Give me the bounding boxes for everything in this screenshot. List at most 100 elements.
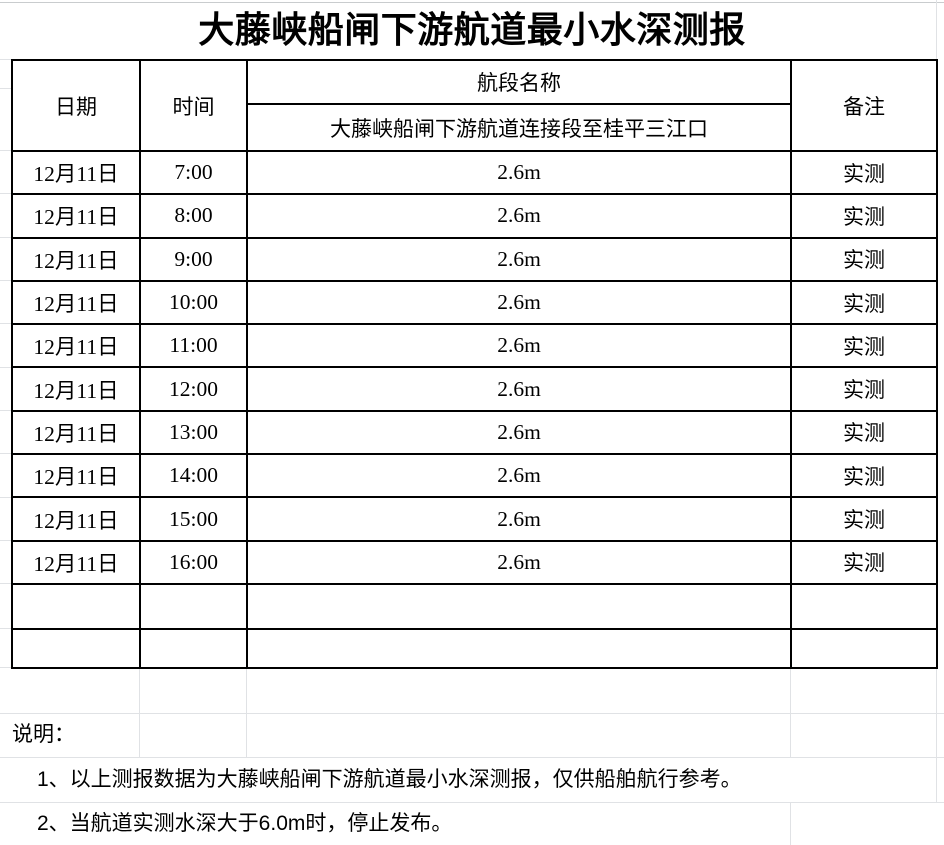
header-date[interactable]: 日期: [11, 59, 141, 152]
gridline: [0, 583, 11, 584]
remark-cell[interactable]: 实测: [790, 149, 938, 196]
gridline: [0, 59, 11, 60]
depth-cell[interactable]: [246, 582, 792, 630]
gridline: [0, 757, 944, 758]
gridline: [0, 540, 11, 541]
date-cell[interactable]: 12月11日: [11, 323, 141, 369]
gridline: [0, 453, 11, 454]
gridline: [0, 193, 11, 194]
date-cell[interactable]: 12月11日: [11, 539, 141, 585]
time-cell[interactable]: 9:00: [139, 236, 248, 282]
header-subtitle-row: 大藤峡船闸下游航道连接段至桂平三江口: [12, 103, 937, 152]
header-remark[interactable]: 备注: [790, 59, 938, 152]
empty-table-row: [11, 627, 938, 669]
time-cell[interactable]: 14:00: [139, 453, 248, 499]
time-cell[interactable]: 8:00: [139, 193, 248, 239]
depth-cell[interactable]: 2.6m: [246, 323, 792, 369]
time-cell[interactable]: 7:00: [139, 149, 248, 196]
header-time[interactable]: 时间: [139, 59, 248, 152]
table-row: 12月11日 15:00 2.6m 实测: [11, 496, 938, 542]
remark-cell[interactable]: 实测: [790, 236, 938, 282]
gridline: [139, 669, 140, 757]
table-row: 12月11日 13:00 2.6m 实测: [11, 409, 938, 456]
table-row: 12月11日 14:00 2.6m 实测: [11, 453, 938, 499]
report-table: 日期 时间 航段名称 备注 大藤峡船闸下游航道连接段至桂平三江口 12月11日 …: [11, 59, 938, 669]
gridline: [0, 237, 11, 238]
header-divider-black-segment: [697, 103, 791, 104]
date-cell[interactable]: 12月11日: [11, 366, 141, 412]
depth-cell[interactable]: 2.6m: [246, 236, 792, 282]
date-cell[interactable]: 12月11日: [11, 453, 141, 499]
time-cell[interactable]: 11:00: [139, 323, 248, 369]
gridline: [0, 667, 11, 668]
date-cell[interactable]: 12月11日: [11, 149, 141, 196]
depth-cell[interactable]: 2.6m: [246, 539, 792, 585]
remark-cell[interactable]: 实测: [790, 453, 938, 499]
depth-cell[interactable]: 2.6m: [246, 193, 792, 239]
date-cell[interactable]: 12月11日: [11, 279, 141, 326]
empty-table-row: [11, 582, 938, 630]
date-cell[interactable]: 12月11日: [11, 496, 141, 542]
gridline: [936, 669, 937, 802]
depth-cell[interactable]: 2.6m: [246, 453, 792, 499]
gridline: [0, 367, 11, 368]
gridline: [0, 323, 11, 324]
table-row: 12月11日 16:00 2.6m 实测: [11, 539, 938, 585]
depth-cell[interactable]: [246, 627, 792, 669]
header-section-subtitle[interactable]: 大藤峡船闸下游航道连接段至桂平三江口: [246, 103, 792, 152]
table-row: 12月11日 10:00 2.6m 实测: [11, 279, 938, 326]
date-cell[interactable]: 12月11日: [11, 236, 141, 282]
gridline: [936, 0, 937, 59]
remark-cell[interactable]: 实测: [790, 323, 938, 369]
time-cell[interactable]: 15:00: [139, 496, 248, 542]
top-edge-line: [0, 2, 944, 3]
page-title: 大藤峡船闸下游航道最小水深测报: [198, 9, 746, 50]
gridline: [0, 88, 11, 89]
time-cell[interactable]: 12:00: [139, 366, 248, 412]
gridline: [790, 669, 791, 757]
gridline: [0, 802, 944, 803]
header-section[interactable]: 航段名称: [246, 59, 792, 105]
gridline: [0, 713, 944, 714]
time-cell[interactable]: 13:00: [139, 409, 248, 456]
remark-cell[interactable]: 实测: [790, 279, 938, 326]
gridline: [0, 280, 11, 281]
remark-cell[interactable]: 实测: [790, 409, 938, 456]
time-cell[interactable]: [139, 627, 248, 669]
remark-cell[interactable]: [790, 627, 938, 669]
remark-cell[interactable]: 实测: [790, 539, 938, 585]
time-cell[interactable]: [139, 582, 248, 630]
date-cell[interactable]: 12月11日: [11, 409, 141, 456]
date-cell[interactable]: 12月11日: [11, 193, 141, 239]
gridline: [0, 628, 11, 629]
gridline: [0, 497, 11, 498]
note-item: 2、当航道实测水深大于6.0m时，停止发布。: [37, 812, 453, 835]
remark-cell[interactable]: 实测: [790, 366, 938, 412]
table-row: 12月11日 12:00 2.6m 实测: [11, 366, 938, 412]
date-cell[interactable]: [11, 582, 141, 630]
depth-cell[interactable]: 2.6m: [246, 409, 792, 456]
table-row: 12月11日 9:00 2.6m 实测: [11, 236, 938, 282]
remark-cell[interactable]: 实测: [790, 193, 938, 239]
time-cell[interactable]: 16:00: [139, 539, 248, 585]
gridline: [246, 669, 247, 757]
depth-cell[interactable]: 2.6m: [246, 149, 792, 196]
table-row: 12月11日 7:00 2.6m 实测: [11, 149, 938, 196]
depth-cell[interactable]: 2.6m: [246, 366, 792, 412]
table-row: 12月11日 11:00 2.6m 实测: [11, 323, 938, 369]
note-item: 1、以上测报数据为大藤峡船闸下游航道最小水深测报，仅供船舶航行参考。: [37, 768, 742, 791]
remark-cell[interactable]: 实测: [790, 496, 938, 542]
notes-label: 说明：: [12, 723, 75, 746]
header-section-label: 航段名称: [477, 72, 561, 95]
remark-cell[interactable]: [790, 582, 938, 630]
time-cell[interactable]: 10:00: [139, 279, 248, 326]
table-row: 12月11日 8:00 2.6m 实测: [11, 193, 938, 239]
depth-cell[interactable]: 2.6m: [246, 279, 792, 326]
date-cell[interactable]: [11, 627, 141, 669]
gridline: [0, 150, 11, 151]
gridline: [790, 802, 791, 845]
depth-cell[interactable]: 2.6m: [246, 496, 792, 542]
gridline: [0, 410, 11, 411]
header-row: 日期 时间 航段名称 备注: [11, 59, 938, 152]
